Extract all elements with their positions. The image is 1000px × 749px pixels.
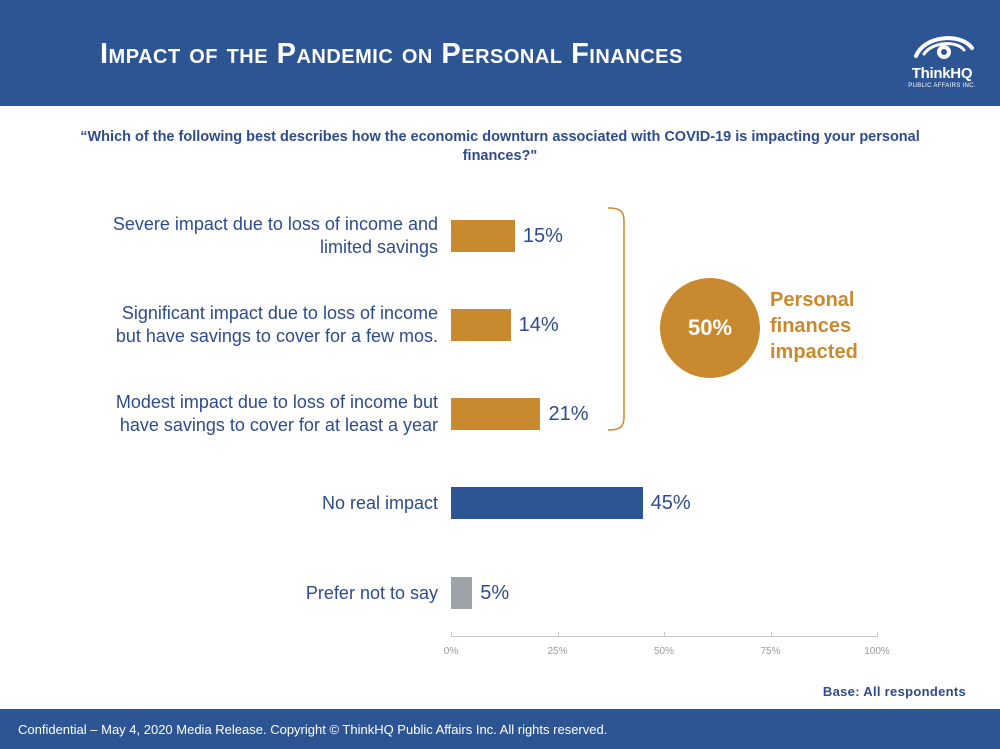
category-label: No real impact: [18, 492, 438, 515]
logo-name: ThinkHQ: [911, 65, 973, 82]
data-label: 45%: [650, 492, 691, 514]
impact-annotation: Personal finances impacted: [770, 287, 910, 365]
data-label: 14%: [518, 314, 559, 336]
bar: [451, 577, 473, 609]
category-label-line: have savings to cover for at least a yea…: [119, 415, 438, 435]
header-banner: Impact of the Pandemic on Personal Finan…: [0, 0, 1000, 106]
category-label-line: limited savings: [319, 237, 438, 257]
x-tick-label: 50%: [653, 646, 674, 657]
impact-total-value: 50%: [687, 315, 733, 340]
footer-copyright: Confidential – May 4, 2020 Media Release…: [18, 722, 608, 737]
x-tick-label: 25%: [547, 646, 568, 657]
thinkhq-logo: ThinkHQ PUBLIC AFFAIRS INC.: [902, 30, 982, 94]
category-label: Significant impact due to loss of income…: [18, 302, 438, 348]
category-label-line: Modest impact due to loss of income but: [115, 392, 438, 412]
impact-annotation-line: finances: [770, 315, 852, 337]
x-tick-mark: [770, 632, 772, 637]
x-tick-mark: [557, 632, 559, 637]
bar: [451, 398, 541, 430]
category-label-line: Significant impact due to loss of income: [121, 303, 438, 323]
base-note: Base: All respondents: [822, 684, 966, 699]
category-label: Severe impact due to loss of income and l…: [18, 213, 438, 259]
impact-annotation-line: impacted: [770, 341, 858, 363]
page-title: Impact of the Pandemic on Personal Finan…: [100, 38, 683, 70]
x-tick-mark: [451, 632, 452, 637]
category-label-line: Severe impact due to loss of income and: [112, 214, 438, 234]
category-label: Prefer not to say: [18, 582, 438, 605]
impact-total-circle: 50%: [660, 278, 760, 378]
data-label: 21%: [548, 403, 589, 425]
eye-swoosh-icon: [914, 36, 974, 59]
impact-annotation-line: Personal: [770, 289, 855, 311]
bar: [451, 309, 511, 341]
data-label: 15%: [522, 225, 563, 247]
x-tick-mark: [664, 632, 665, 637]
bracket-group: [607, 207, 625, 431]
x-tick-label: 75%: [760, 646, 781, 657]
bar: [451, 220, 515, 252]
x-tick-label: 0%: [443, 646, 459, 657]
category-label-line: No real impact: [321, 492, 438, 513]
x-tick-label: 100%: [864, 646, 890, 657]
category-label-line: but have savings to cover for a few mos.: [115, 326, 438, 346]
bar: [451, 487, 643, 519]
logo-subtitle: PUBLIC AFFAIRS INC.: [908, 83, 976, 89]
footer-banner: Confidential – May 4, 2020 Media Release…: [0, 709, 1000, 749]
x-tick-mark: [877, 632, 878, 637]
survey-question: “Which of the following best describes h…: [80, 129, 920, 164]
category-label-line: Prefer not to say: [305, 582, 438, 603]
data-label: 5%: [480, 582, 510, 604]
category-label: Modest impact due to loss of income but h…: [18, 391, 438, 437]
